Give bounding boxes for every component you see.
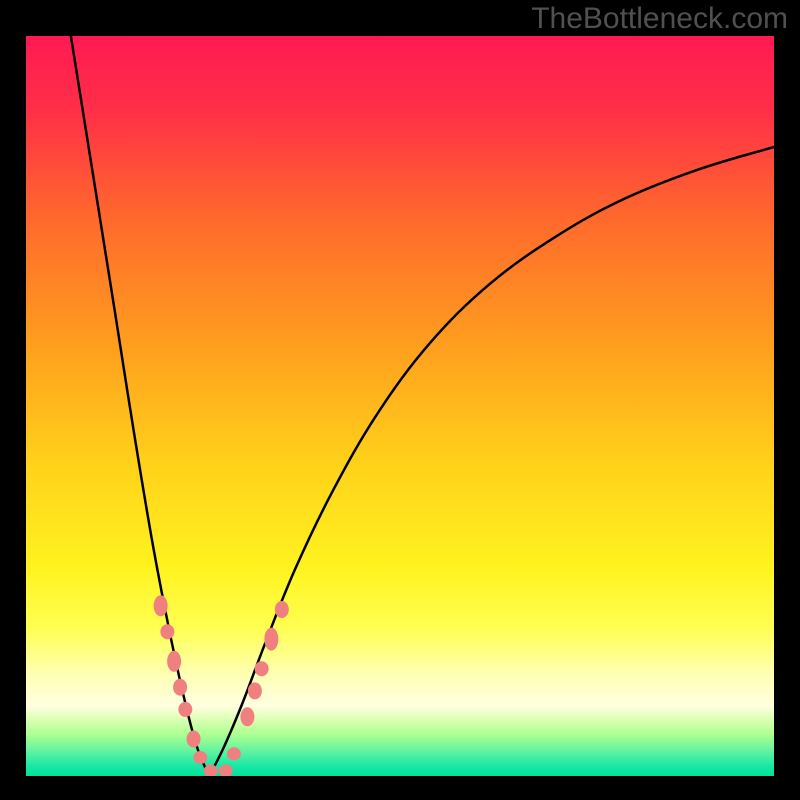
- data-marker: [265, 628, 278, 650]
- data-marker: [275, 602, 288, 618]
- gradient-background: [26, 36, 774, 776]
- data-marker: [219, 765, 232, 776]
- data-marker: [161, 625, 174, 639]
- plot-area: [26, 36, 774, 776]
- data-marker: [248, 683, 261, 699]
- data-marker: [227, 748, 240, 760]
- data-marker: [154, 596, 167, 616]
- data-marker: [204, 765, 217, 776]
- plot-svg: [26, 36, 774, 776]
- data-marker: [241, 708, 254, 726]
- data-marker: [168, 651, 181, 671]
- data-marker: [255, 662, 268, 676]
- data-marker: [179, 702, 192, 716]
- data-marker: [187, 731, 200, 747]
- data-marker: [174, 679, 187, 695]
- plot-frame: [24, 34, 776, 778]
- watermark-text: TheBottleneck.com: [531, 2, 788, 36]
- data-marker: [194, 752, 207, 764]
